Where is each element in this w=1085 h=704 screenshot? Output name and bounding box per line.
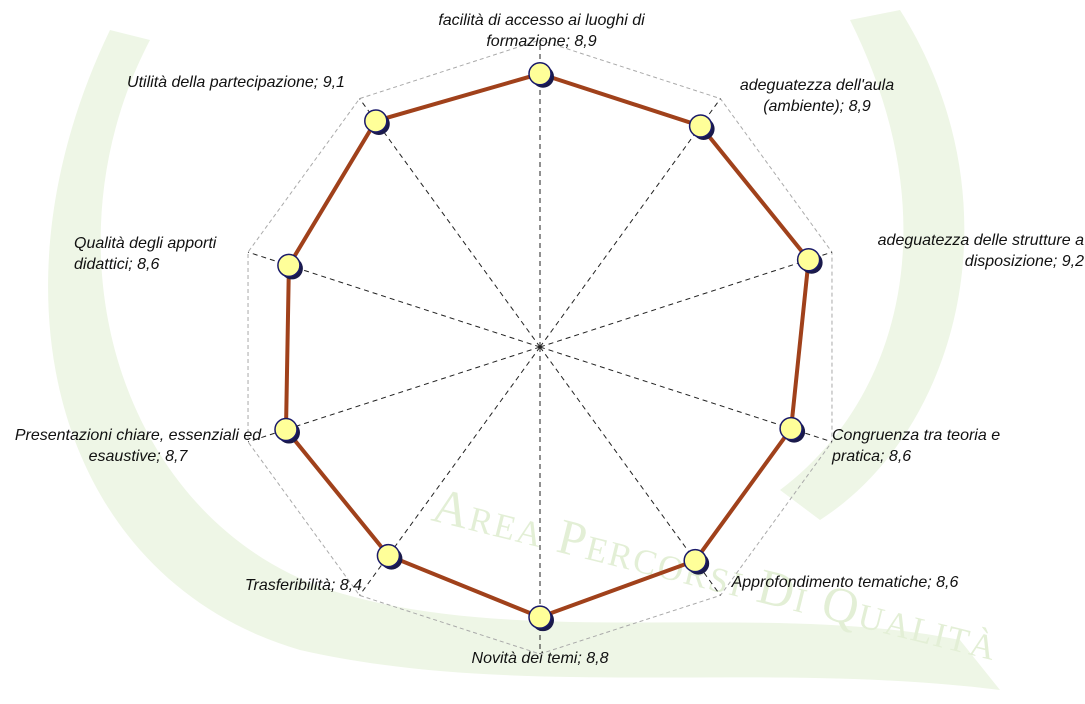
marker	[798, 249, 820, 271]
marker	[377, 545, 399, 567]
axis-label: Congruenza tra teoria e pratica; 8,6	[832, 425, 1046, 467]
value-label: 8,4	[340, 577, 362, 594]
value-label: 8,6	[936, 574, 958, 591]
value-label: 8,8	[586, 650, 608, 667]
category-label: Approfondimento tematiche;	[732, 574, 932, 591]
value-label: 8,6	[137, 256, 159, 273]
axis-label: facilità di accesso ai luoghi di formazi…	[414, 10, 669, 52]
value-label: 9,1	[323, 74, 345, 91]
value-label: 9,2	[1062, 253, 1084, 270]
marker	[780, 418, 802, 440]
axis-label: Approfondimento tematiche; 8,6	[718, 572, 972, 593]
axis-label: Presentazioni chiare, essenziali ed esau…	[2, 425, 274, 467]
marker	[275, 419, 297, 441]
axis-label: Novità dei temi; 8,8	[390, 648, 690, 669]
spoke	[540, 99, 720, 347]
spoke	[360, 99, 540, 347]
axis-label: Utilità della partecipazione; 9,1	[110, 72, 362, 93]
axis-label: adeguatezza dell'aula (ambiente); 8,9	[722, 75, 912, 117]
marker	[278, 254, 300, 276]
marker	[690, 115, 712, 137]
category-label: Utilità della partecipazione;	[127, 74, 318, 91]
chart: Area Percorsi Di Qualità	[0, 0, 1085, 704]
spoke	[540, 252, 832, 347]
page: {"chart_data":{"type":"radar", "watermar…	[0, 0, 1085, 704]
axis-label: adeguatezza delle strutture a disposizio…	[836, 230, 1084, 272]
marker	[684, 550, 706, 572]
marker	[529, 606, 551, 628]
value-label: 8,6	[889, 448, 911, 465]
value-label: 8,9	[574, 33, 596, 50]
category-label: Novità dei temi;	[472, 650, 582, 667]
category-label: adeguatezza delle strutture a disposizio…	[878, 232, 1084, 270]
category-label: Presentazioni chiare, essenziali ed esau…	[15, 427, 261, 465]
axis-label: Trasferibilità; 8,4	[160, 575, 362, 596]
value-label: 8,7	[165, 448, 187, 465]
category-label: facilità di accesso ai luoghi di formazi…	[438, 12, 644, 50]
marker	[365, 110, 387, 132]
category-label: Trasferibilità;	[245, 577, 335, 594]
value-label: 8,9	[849, 98, 871, 115]
marker	[529, 63, 551, 85]
axis-label: Qualità degli apporti didattici; 8,6	[74, 233, 254, 275]
category-label: Congruenza tra teoria e pratica;	[832, 427, 1000, 465]
